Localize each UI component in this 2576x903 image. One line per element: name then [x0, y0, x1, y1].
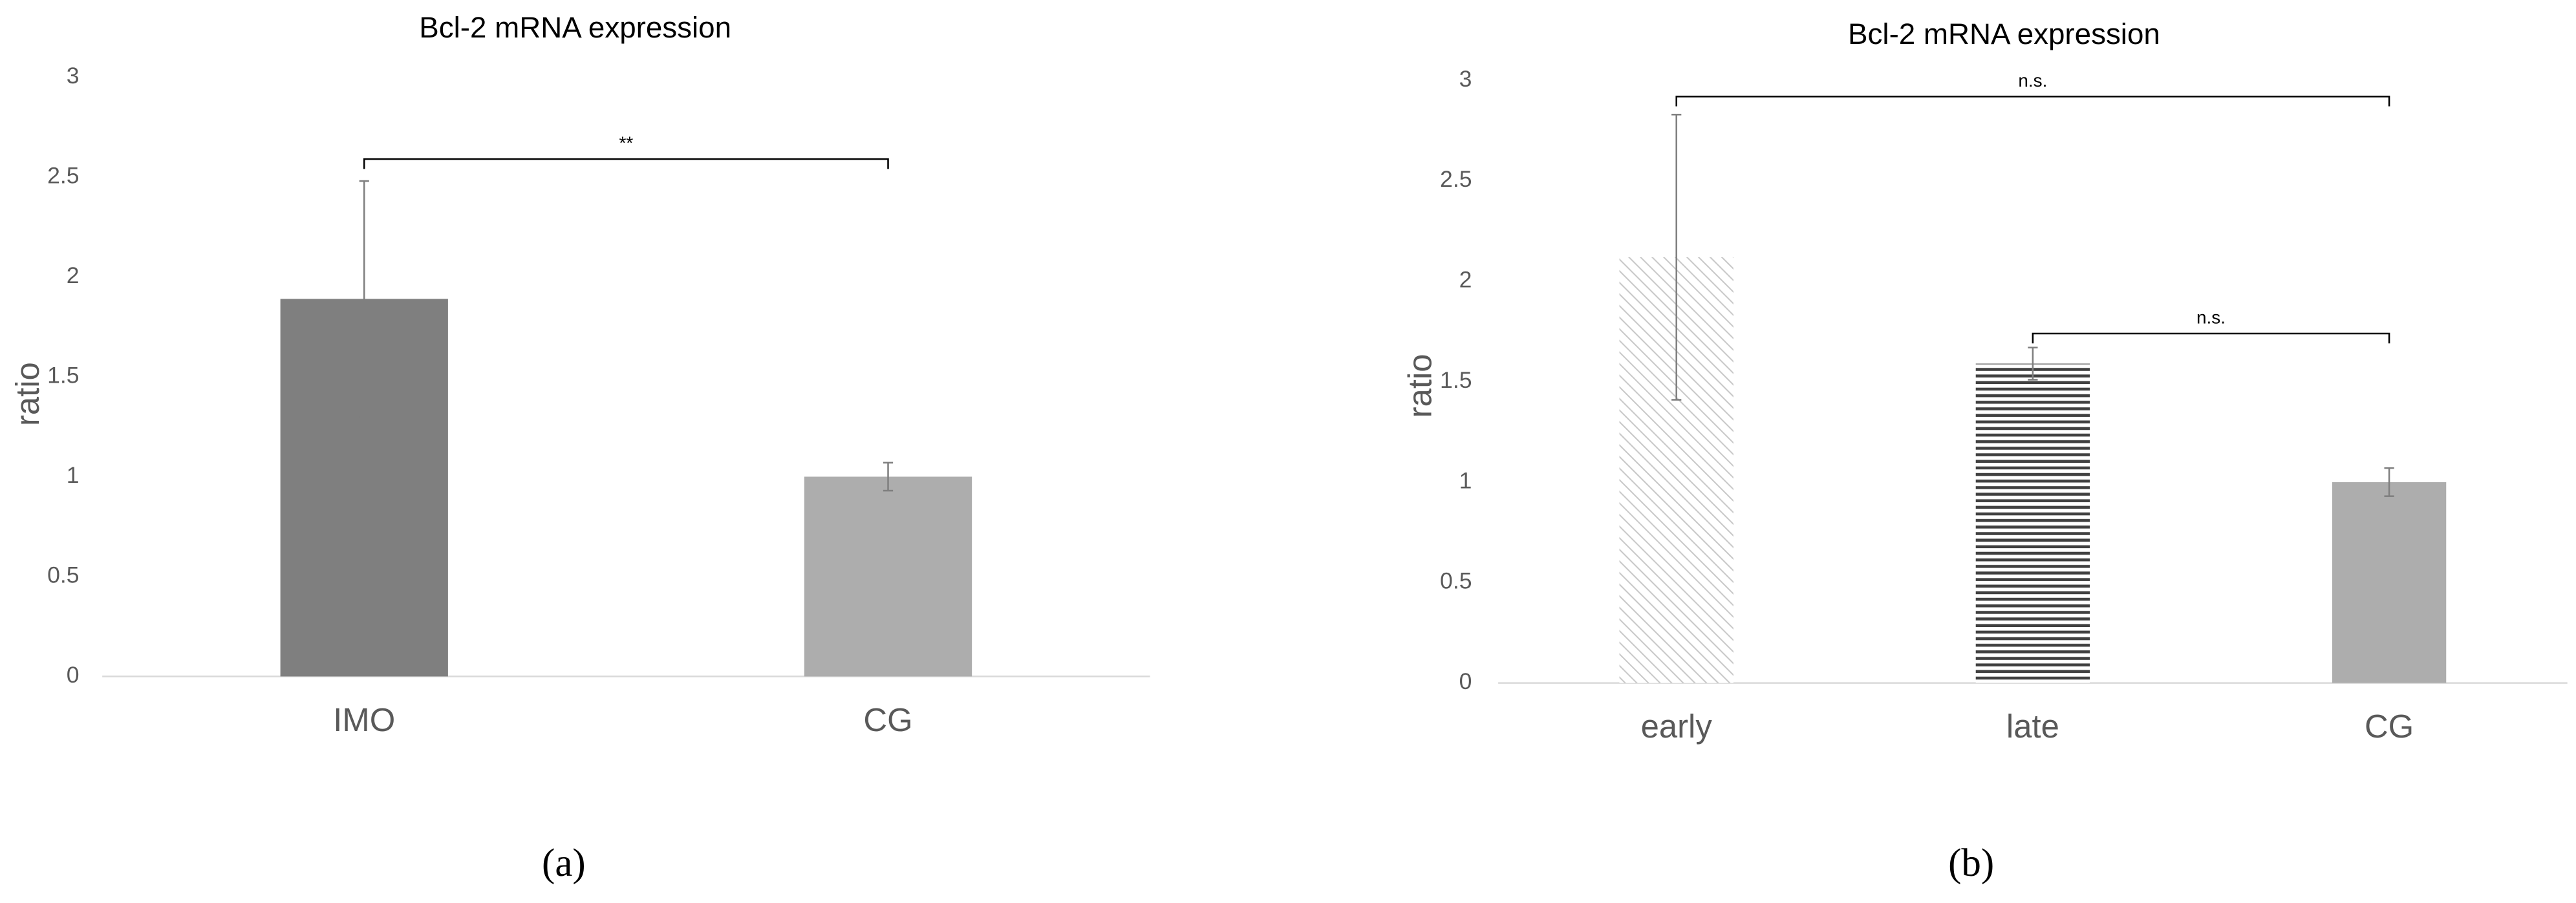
x-tick-label: IMO [333, 701, 395, 738]
x-tick-label: early [1641, 708, 1713, 745]
chart-title: Bcl-2 mRNA expression [1848, 17, 2160, 50]
significance-bracket [1675, 96, 2390, 107]
panel-label: (a) [542, 842, 586, 885]
y-tick-label: 0.5 [47, 562, 79, 588]
y-tick-label: 2 [1459, 267, 1472, 293]
significance-bracket [2032, 332, 2390, 344]
bar [2332, 482, 2447, 683]
y-tick-label: 1.5 [1440, 367, 1472, 393]
y-tick-label: 2.5 [47, 162, 79, 188]
bar [1975, 363, 2090, 683]
y-tick-label: 0.5 [1440, 568, 1472, 594]
panel-label: (b) [1948, 842, 1994, 885]
y-axis-label: ratio [1402, 354, 1439, 418]
y-tick-label: 1.5 [47, 362, 79, 388]
x-tick-label: CG [863, 701, 912, 738]
significance-label: n.s. [2196, 307, 2226, 327]
significance-bracket [363, 158, 889, 169]
y-tick-label: 1 [67, 462, 80, 488]
x-tick-label: late [2006, 708, 2059, 745]
x-tick-label: CG [2365, 708, 2414, 745]
chart-title: Bcl-2 mRNA expression [419, 11, 731, 44]
bar [804, 476, 972, 677]
y-tick-label: 0 [1459, 668, 1472, 694]
y-tick-label: 0 [67, 662, 80, 688]
significance-label: n.s. [2018, 70, 2047, 90]
y-tick-label: 3 [1459, 66, 1472, 92]
y-tick-label: 3 [67, 63, 80, 89]
significance-label: ** [619, 133, 634, 153]
y-tick-label: 1 [1459, 467, 1472, 493]
y-tick-label: 2 [67, 262, 80, 288]
y-axis-label: ratio [9, 362, 46, 426]
y-tick-label: 2.5 [1440, 166, 1472, 192]
